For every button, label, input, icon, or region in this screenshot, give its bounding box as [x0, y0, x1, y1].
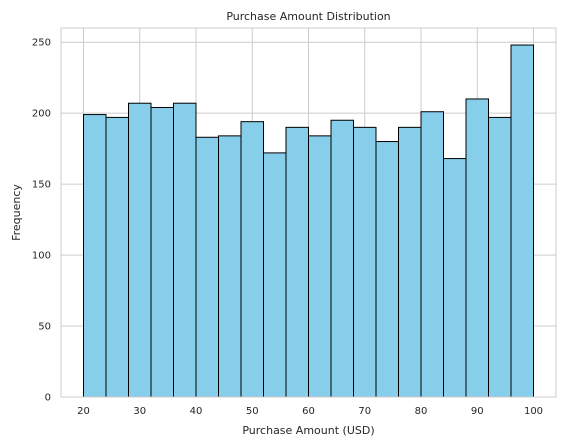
histogram-bar: [285, 126, 309, 398]
x-tick-label: 100: [524, 406, 543, 417]
histogram-bar: [173, 102, 197, 398]
x-tick-label: 50: [246, 406, 259, 417]
histogram-bar: [195, 136, 219, 398]
x-tick-label: 80: [415, 406, 428, 417]
x-tick-label: 20: [77, 406, 90, 417]
y-axis-ticks: 0 50 100 150 200 250: [32, 38, 51, 404]
histogram-bar: [510, 44, 534, 398]
y-tick-label: 100: [32, 251, 51, 262]
x-axis-label: Purchase Amount (USD): [242, 424, 374, 437]
chart-title: Purchase Amount Distribution: [226, 10, 390, 23]
y-tick-label: 150: [32, 180, 51, 191]
histogram-bar: [105, 116, 129, 398]
histogram-bar: [420, 111, 444, 398]
x-tick-label: 90: [471, 406, 484, 417]
histogram-bar: [443, 158, 467, 398]
x-tick-label: 30: [133, 406, 146, 417]
y-tick-label: 200: [32, 109, 51, 120]
y-tick-label: 250: [32, 38, 51, 49]
histogram-bar: [308, 135, 332, 398]
x-tick-label: 70: [358, 406, 371, 417]
y-axis-label: Frequency: [10, 184, 23, 241]
histogram-bar: [465, 98, 489, 398]
histogram-bar: [83, 114, 107, 398]
histogram-bar: [263, 152, 287, 398]
histogram-bar: [150, 106, 174, 398]
plot-frame: [60, 27, 557, 398]
histogram-bar: [128, 102, 152, 398]
histogram-bar: [488, 116, 512, 398]
histogram-bars: [83, 44, 534, 398]
x-axis-ticks: 20 30 40 50 60 70 80 90 100: [77, 406, 543, 417]
y-tick-label: 50: [38, 322, 51, 333]
x-tick-label: 40: [190, 406, 203, 417]
y-tick-label: 0: [45, 393, 51, 404]
histogram-bar: [353, 126, 377, 398]
histogram-bar: [398, 126, 422, 398]
x-tick-label: 60: [302, 406, 315, 417]
histogram-bar: [218, 135, 242, 398]
histogram-bar: [330, 119, 354, 398]
histogram-bar: [375, 141, 399, 398]
histogram-bar: [240, 121, 264, 398]
